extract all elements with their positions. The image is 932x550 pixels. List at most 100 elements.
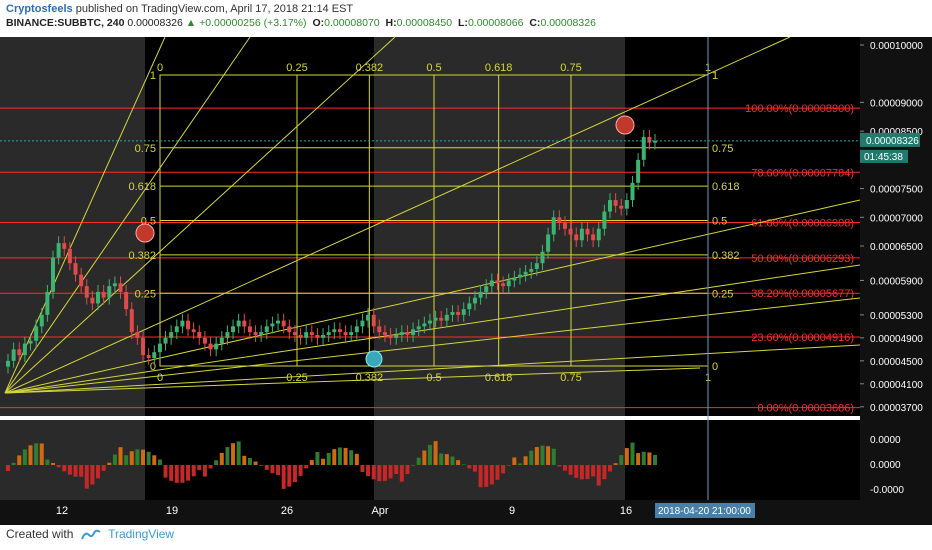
price-axis <box>860 37 932 500</box>
candle-body <box>17 349 22 356</box>
volume-bar <box>444 454 449 465</box>
gann-fan-line <box>4 36 166 394</box>
candle-body <box>422 323 427 327</box>
candle-body <box>467 303 472 310</box>
volume-bar <box>456 460 461 465</box>
price-change: +0.00000256 (+3.17%) <box>199 17 307 29</box>
candle-body <box>557 217 562 224</box>
candle-body <box>636 159 641 183</box>
volume-bar <box>17 455 22 465</box>
volume-bar <box>377 465 382 482</box>
price-tick-label: 0.00009000 <box>870 98 923 109</box>
author-link[interactable]: Cryptosfeels <box>6 3 73 15</box>
up-arrow-icon: ▲ <box>185 17 197 29</box>
volume-bar <box>529 450 534 465</box>
candle-body <box>214 343 219 350</box>
time-axis <box>0 500 932 525</box>
candle-body <box>124 291 129 310</box>
candle-body <box>613 200 618 206</box>
candle-body <box>360 320 365 327</box>
candle-body <box>270 323 275 327</box>
volume-bar <box>478 465 483 488</box>
gann-left-label: 0.25 <box>135 288 156 300</box>
candle-body <box>394 334 399 338</box>
volume-bar <box>309 460 314 465</box>
candle-body <box>79 274 84 287</box>
volume-bar <box>56 465 61 468</box>
volume-bar <box>495 465 500 480</box>
candle-body <box>641 136 646 160</box>
volume-bar <box>101 465 106 471</box>
candle-body <box>529 268 534 272</box>
x-tick-label: Apr <box>371 505 388 517</box>
volume-bar <box>219 452 224 465</box>
candle-body <box>591 234 596 241</box>
candle-body <box>112 283 117 287</box>
volume-bar <box>613 463 618 465</box>
gann-left-label: 0.75 <box>135 143 156 155</box>
price-tick-label: 0.00004900 <box>870 334 923 345</box>
candle-body <box>253 332 258 335</box>
price-tick-label: 0.00007000 <box>870 213 923 224</box>
candle-body <box>568 228 573 235</box>
price-chart[interactable]: 100.00%(0.00008900) 78.60%(0.00007784) 61.… <box>0 0 932 525</box>
candle-body <box>129 309 134 333</box>
volume-bar <box>214 460 219 465</box>
volume-bar <box>399 465 404 482</box>
volume-bar <box>416 457 421 465</box>
gann-fan-line <box>4 199 861 394</box>
volume-bar <box>647 452 652 465</box>
candle-body <box>349 332 354 335</box>
volume-bar <box>523 456 528 465</box>
crosshair-date-label: 2018-04-20 21:00:00 <box>658 506 751 517</box>
candle-body <box>321 334 326 338</box>
gann-fan-line <box>4 36 396 394</box>
candle-body <box>287 326 292 333</box>
candle-body <box>292 332 297 335</box>
candle-body <box>6 360 10 367</box>
gann-right-label: 0 <box>712 361 718 373</box>
fib-level-label: 23.60%(0.00004916) <box>751 332 854 344</box>
volume-bar <box>90 465 95 485</box>
volume-bar <box>287 465 292 487</box>
countdown-tag <box>860 149 908 163</box>
volume-bar <box>596 465 601 486</box>
candle-body <box>332 329 337 333</box>
candle-body <box>439 317 444 321</box>
candle-body <box>186 320 191 330</box>
open-value: 0.00008070 <box>324 17 380 29</box>
candle-body <box>242 320 247 327</box>
candle-body <box>579 228 584 241</box>
volume-bar <box>551 448 556 465</box>
volume-bar <box>129 451 134 465</box>
x-tick-label: 19 <box>166 505 178 517</box>
candle-body <box>281 320 286 327</box>
candle-body <box>399 332 404 335</box>
candle-body <box>304 332 309 338</box>
volume-bar <box>62 465 67 472</box>
candle-body <box>647 136 652 143</box>
high-value: 0.00008450 <box>396 17 453 29</box>
volume-bar <box>39 443 44 465</box>
candle-body <box>596 228 601 241</box>
candle-body <box>619 205 624 209</box>
candle-body <box>56 243 61 258</box>
session-shade <box>0 420 145 500</box>
candle-body <box>298 334 303 338</box>
marker-circle-red <box>135 223 155 243</box>
price-tick-label: 0.00003700 <box>870 403 923 414</box>
candle-body <box>84 286 89 298</box>
candle-body <box>152 352 157 358</box>
high-label: H: <box>385 17 397 29</box>
candle-body <box>478 291 483 298</box>
volume-bar <box>67 465 72 475</box>
gann-top-label: 0.382 <box>356 62 384 74</box>
volume-bar <box>349 450 354 465</box>
gann-top-label: 0.25 <box>286 62 307 74</box>
gann-top-label: 0 <box>157 62 163 74</box>
candle-body <box>472 297 477 304</box>
volume-bar <box>624 448 629 465</box>
symbol-bar: BINANCE:SUBBTC, 240 0.00008326 ▲ +0.0000… <box>6 17 596 31</box>
tradingview-logo-icon <box>80 529 101 540</box>
tradingview-brand[interactable]: TradingView <box>108 527 175 541</box>
